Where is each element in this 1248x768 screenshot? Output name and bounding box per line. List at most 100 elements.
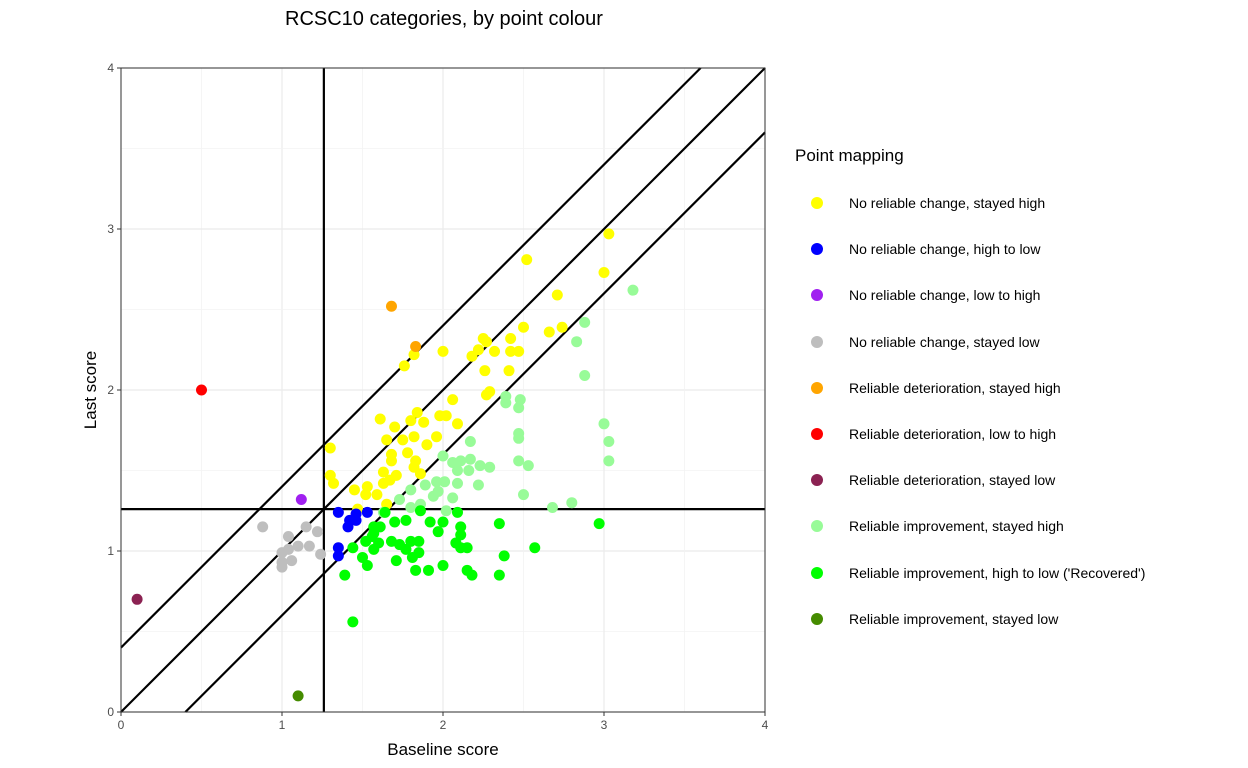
data-point [385, 455, 397, 467]
data-point [513, 345, 525, 357]
data-point [332, 542, 344, 554]
data-point [455, 455, 467, 467]
data-point [571, 336, 583, 348]
data-point [474, 460, 486, 472]
data-point [522, 460, 534, 472]
data-point [385, 300, 397, 312]
data-point [357, 551, 368, 563]
legend-label: Reliable deterioration, stayed low [849, 472, 1056, 489]
legend-item: Reliable improvement, high to low ('Reco… [795, 550, 1145, 596]
data-point [257, 521, 269, 533]
data-point [455, 529, 467, 541]
data-point [276, 556, 288, 568]
data-point [493, 569, 505, 581]
data-point [286, 555, 298, 567]
data-point [472, 479, 484, 491]
data-point [360, 535, 372, 547]
legend-label: Reliable improvement, high to low ('Reco… [849, 564, 1146, 581]
legend-item: Reliable deterioration, stayed low [795, 457, 1145, 503]
data-point [397, 434, 409, 446]
data-point [421, 439, 433, 451]
data-point [598, 266, 610, 278]
legend-label: No reliable change, low to high [849, 287, 1041, 304]
chart-title: RCSC10 categories, by point colour [285, 8, 603, 30]
data-point [381, 434, 393, 446]
data-point [513, 402, 525, 414]
x-tick-label: 0 [118, 718, 125, 732]
data-point [480, 336, 492, 348]
data-point [300, 521, 312, 533]
data-point [324, 442, 336, 454]
data-point [350, 514, 362, 526]
data-point [461, 542, 473, 554]
y-tick-label: 1 [107, 544, 114, 558]
data-point [437, 559, 449, 571]
legend-label: Reliable improvement, stayed low [849, 610, 1059, 627]
data-point [406, 551, 418, 563]
legend-swatch [811, 197, 823, 210]
data-point [374, 413, 386, 425]
legend-swatch [811, 428, 823, 441]
data-point [440, 505, 452, 517]
data-point [505, 345, 517, 357]
data-point [437, 516, 449, 528]
data-point [431, 476, 443, 488]
legend-item: Reliable improvement, stayed high [795, 503, 1145, 549]
data-point [389, 421, 401, 433]
data-point [402, 447, 414, 459]
data-point [466, 569, 478, 581]
data-point [282, 531, 294, 543]
x-tick-label: 2 [440, 718, 447, 732]
data-point [464, 453, 476, 465]
data-point [424, 516, 436, 528]
data-point [400, 514, 412, 526]
data-point [432, 526, 444, 538]
data-point [414, 468, 426, 480]
reliable-change-diagonal [184, 131, 766, 713]
data-point [405, 415, 417, 427]
data-points [131, 228, 639, 702]
legend-swatch [811, 335, 823, 348]
legend-swatch [811, 474, 823, 487]
data-point [579, 370, 591, 382]
data-point [400, 543, 412, 555]
y-tick-label: 2 [107, 383, 114, 397]
y-tick-label: 4 [107, 61, 114, 75]
legend-label: Reliable deterioration, stayed high [849, 379, 1061, 396]
data-point [295, 493, 307, 505]
data-point [339, 569, 351, 581]
data-point [503, 365, 515, 377]
legend-label: No reliable change, stayed high [849, 195, 1046, 212]
data-point [418, 416, 430, 428]
legend-swatch [811, 566, 823, 579]
data-point [505, 332, 517, 344]
data-point [390, 555, 402, 567]
data-point [347, 616, 359, 628]
data-point [518, 321, 529, 333]
data-point [303, 540, 315, 552]
data-point [447, 492, 459, 504]
legend-item: Reliable improvement, stayed low [795, 596, 1145, 642]
data-point [455, 521, 467, 533]
legend-item: Reliable deterioration, stayed high [795, 365, 1145, 411]
data-point [593, 518, 605, 530]
data-point [451, 465, 463, 476]
data-point [389, 516, 401, 528]
data-point [603, 228, 615, 240]
data-point [390, 469, 402, 481]
data-point [405, 502, 417, 514]
data-point [131, 593, 143, 605]
data-point [371, 489, 383, 501]
data-point [423, 564, 435, 576]
axis-ticks: 0 1 2 3 4 0 1 2 3 4 [107, 61, 768, 732]
data-point [529, 542, 541, 554]
data-point [556, 321, 568, 333]
data-point [431, 431, 443, 443]
legend-swatch [811, 289, 823, 302]
data-point [627, 284, 639, 296]
data-point [464, 436, 476, 448]
data-point [479, 365, 491, 377]
data-point [447, 394, 459, 406]
y-tick-label: 0 [107, 705, 114, 719]
